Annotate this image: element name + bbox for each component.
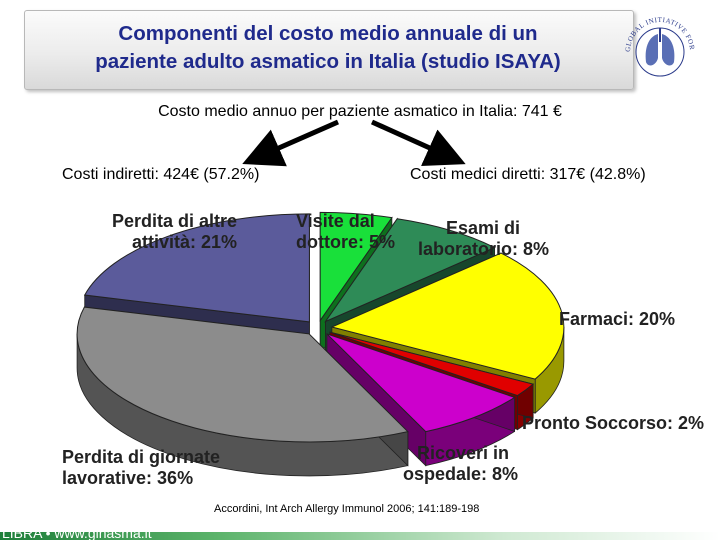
gina-logo: GLOBAL INITIATIVE FOR ASTHMA	[620, 12, 696, 77]
title-box	[24, 10, 634, 90]
footer: LIBRA • www.ginasma.it	[0, 526, 720, 540]
pie-label-altre-line-2: attività: 21%	[132, 232, 238, 252]
indirect-costs-label: Costi indiretti: 424€ (57.2%)	[62, 166, 260, 183]
pie-slice-2	[330, 252, 565, 380]
pie-label-giornate-line-1: Perdita di giornate	[62, 447, 221, 467]
direct-costs-label: Costi medici diretti: 317€ (42.8%)	[410, 166, 646, 183]
arrow-right	[370, 119, 466, 166]
pie-label-esami-line-2: laboratorio: 8%	[418, 239, 550, 259]
pie-label-visite-line-2: dottore: 5%	[296, 232, 395, 252]
pie-label-farmaci-line-1: Farmaci: 20%	[559, 309, 676, 329]
subtitle: Costo medio annuo per paziente asmatico …	[158, 103, 562, 120]
pie-label-esami-line-1: Esami di	[446, 218, 521, 238]
pie-label-ricoveri: Ricoveri in ospedale: 8%	[403, 443, 518, 485]
pie-slice-5	[76, 306, 409, 443]
pie-label-giornate-line-2: lavorative: 36%	[62, 468, 194, 488]
arrow-left	[242, 119, 340, 167]
pie-slice-4	[326, 333, 516, 433]
pie-label-pronto-soccorso: Pronto Soccorso: 2%	[522, 413, 704, 434]
pie-slice-6	[83, 213, 310, 323]
footer-link[interactable]: LIBRA • www.ginasma.it	[2, 525, 152, 541]
title-line-1: Componenti del costo medio annuale di un	[118, 22, 538, 45]
pie-slice-0	[319, 211, 393, 322]
pie-label-giornate: Perdita di giornate lavorative: 36%	[62, 447, 220, 489]
pie-label-pronto-soccorso-line-1: Pronto Soccorso: 2%	[522, 413, 705, 433]
pie-label-altre-attivita: Perdita di altre attività: 21%	[112, 211, 237, 253]
pie-label-visite: Visite dal dottore: 5%	[296, 211, 395, 253]
title-line-2: paziente adulto asmatico in Italia (stud…	[95, 50, 561, 73]
pie-label-altre-line-1: Perdita di altre	[112, 211, 238, 231]
pie-slice-1	[324, 218, 496, 323]
footer-bar	[0, 532, 720, 540]
pie-label-esami: Esami di laboratorio: 8%	[418, 218, 549, 260]
citation: Accordini, Int Arch Allergy Immunol 2006…	[214, 503, 480, 515]
pie-label-visite-line-1: Visite dal	[296, 211, 375, 231]
pie-slice-3	[329, 331, 535, 397]
slide-title: Componenti del costo medio annuale di un…	[24, 20, 632, 76]
pie-label-farmaci: Farmaci: 20%	[559, 309, 675, 330]
pie-label-ricoveri-line-1: Ricoveri in	[417, 443, 510, 463]
pie-label-ricoveri-line-2: ospedale: 8%	[403, 464, 519, 484]
